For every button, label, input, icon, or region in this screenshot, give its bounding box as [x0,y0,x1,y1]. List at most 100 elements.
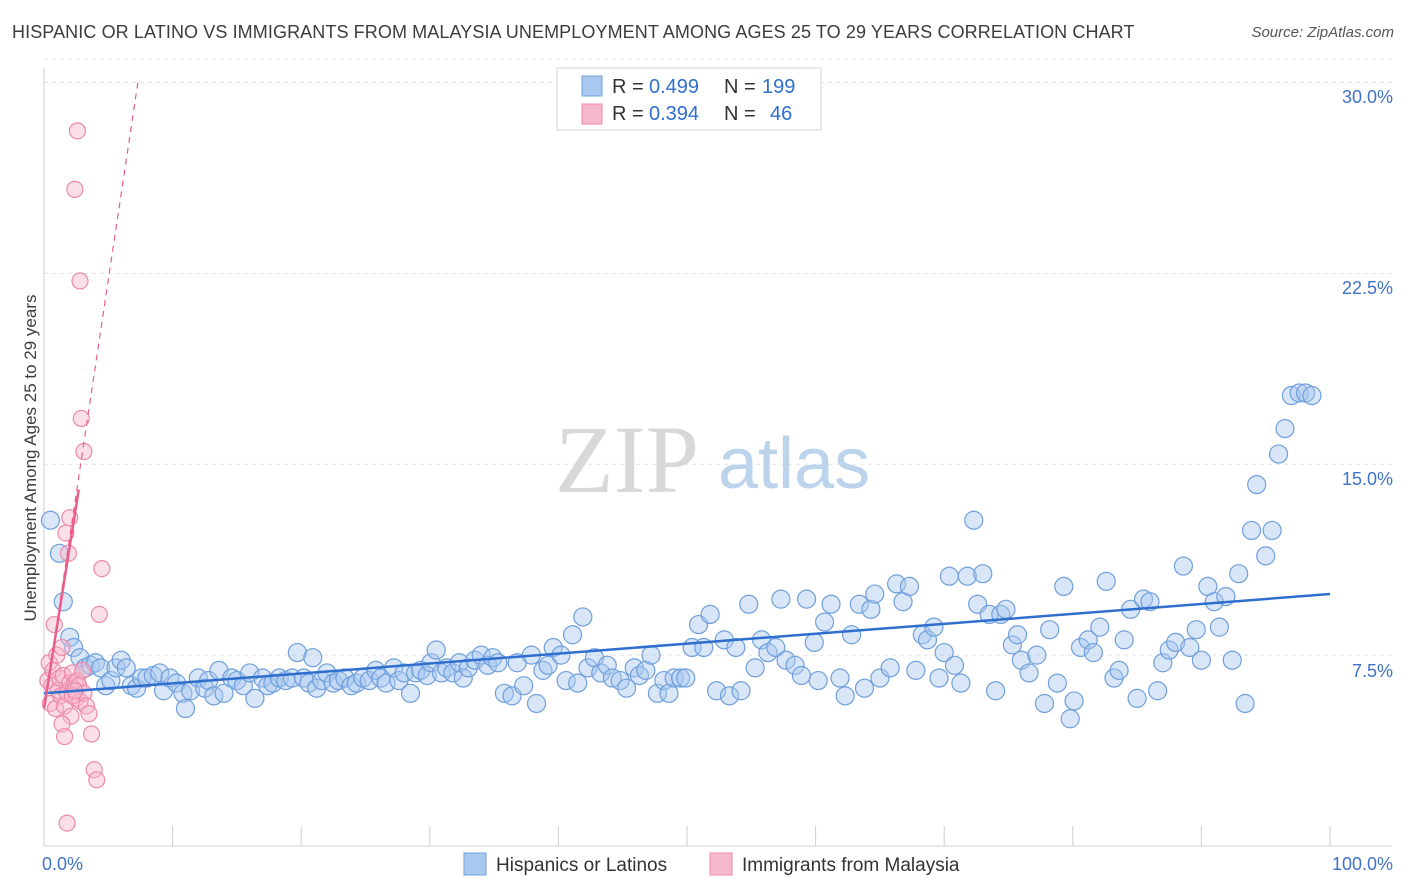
point-hispanics-121 [739,594,759,614]
point-hispanics-147 [906,660,926,680]
point-hispanics-89 [543,637,563,658]
point-hispanics-122 [745,658,765,678]
point-hispanics-211 [1302,385,1322,406]
point-hispanics-72 [443,663,463,683]
point-hispanics-164 [1002,635,1022,655]
legend-r-label-1: R = [612,76,644,98]
legend-r-value-2: 0.394 [649,103,699,125]
point-hispanics-159 [973,564,993,584]
point-hispanics-84 [514,676,534,696]
point-hispanics-172 [1054,576,1074,597]
point-hispanics-95 [578,658,598,678]
x-tick-label-100: 100.0% [1332,854,1393,874]
point-hispanics-163 [996,599,1016,619]
point-malaysia-31 [85,761,103,779]
point-hispanics-202 [1241,520,1262,541]
point-hispanics-91 [556,670,576,691]
point-hispanics-105 [641,645,661,665]
point-hispanics-191 [1173,556,1193,576]
series-malaysia-points [39,122,111,832]
point-hispanics-131 [804,632,824,653]
point-hispanics-139 [854,678,875,698]
point-hispanics-97 [591,663,611,683]
point-malaysia-40 [53,715,71,733]
x-tick-label-0: 0.0% [42,854,83,874]
point-hispanics-129 [791,665,812,686]
point-hispanics-150 [924,617,944,637]
point-hispanics-192 [1180,637,1200,658]
point-malaysia-37 [68,122,87,140]
point-hispanics-57 [359,670,379,691]
point-hispanics-189 [1159,640,1179,660]
point-hispanics-98 [597,655,617,675]
point-hispanics-200 [1229,564,1249,584]
point-hispanics-109 [664,668,684,688]
y-axis-label: Unemployment Among Ages 25 to 29 years [21,295,40,622]
point-hispanics-69 [426,640,446,660]
bottom-legend-label-malaysia: Immigrants from Malaysia [742,855,960,876]
point-hispanics-100 [610,670,630,691]
point-hispanics-142 [870,668,890,688]
chart-title: HISPANIC OR LATINO VS IMMIGRANTS FROM MA… [12,22,1135,42]
point-hispanics-67 [417,665,437,686]
point-malaysia-34 [93,559,111,578]
legend-r-value-1: 0.499 [649,76,699,98]
legend-n-label-1: N = [724,76,756,98]
point-malaysia-35 [72,409,90,428]
point-hispanics-138 [849,594,869,614]
point-hispanics-182 [1114,630,1134,650]
point-hispanics-174 [1064,691,1084,711]
point-hispanics-199 [1222,650,1242,670]
point-malaysia-39 [66,180,84,198]
legend-n-value-1: 199 [762,76,795,98]
point-hispanics-54 [341,676,361,696]
point-hispanics-133 [815,612,835,632]
point-hispanics-179 [1096,571,1116,591]
point-hispanics-103 [629,665,650,686]
point-hispanics-176 [1078,630,1098,650]
legend-n-label-2: N = [724,103,756,125]
point-hispanics-81 [494,683,514,703]
point-hispanics-86 [526,693,547,714]
point-hispanics-17 [132,668,152,688]
point-hispanics-155 [951,673,971,693]
point-hispanics-70 [431,663,451,683]
point-hispanics-186 [1140,592,1160,612]
point-hispanics-25 [175,698,196,719]
point-hispanics-184 [1127,688,1147,708]
legend-r-label-2: R = [612,103,644,125]
point-hispanics-165 [1007,625,1028,645]
point-hispanics-66 [411,660,431,680]
point-hispanics-187 [1148,681,1168,701]
point-hispanics-203 [1247,475,1267,495]
point-hispanics-146 [899,576,920,597]
point-hispanics-111 [676,668,696,688]
point-hispanics-173 [1060,709,1080,729]
point-malaysia-26 [73,661,92,679]
point-hispanics-161 [986,681,1006,701]
point-malaysia-30 [82,725,101,743]
point-hispanics-92 [562,625,583,645]
point-hispanics-11 [101,670,121,691]
point-hispanics-115 [700,604,720,625]
point-hispanics-119 [726,637,746,658]
point-hispanics-37 [245,688,265,708]
point-hispanics-177 [1083,642,1103,663]
point-hispanics-205 [1262,520,1282,541]
point-hispanics-126 [771,589,791,609]
point-malaysia-32 [88,771,106,789]
point-hispanics-175 [1070,637,1091,658]
point-hispanics-154 [944,655,965,675]
trend-line-malaysia [42,489,80,709]
point-hispanics-143 [880,658,900,678]
point-hispanics-206 [1268,444,1289,464]
legend-swatch-pink [581,103,603,125]
point-hispanics-88 [538,655,558,675]
point-hispanics-10 [96,676,116,696]
point-hispanics-167 [1019,663,1039,683]
point-hispanics-197 [1209,617,1230,637]
point-hispanics-132 [808,670,828,691]
legend-n-value-2: 46 [770,103,792,125]
point-hispanics-181 [1109,660,1129,680]
